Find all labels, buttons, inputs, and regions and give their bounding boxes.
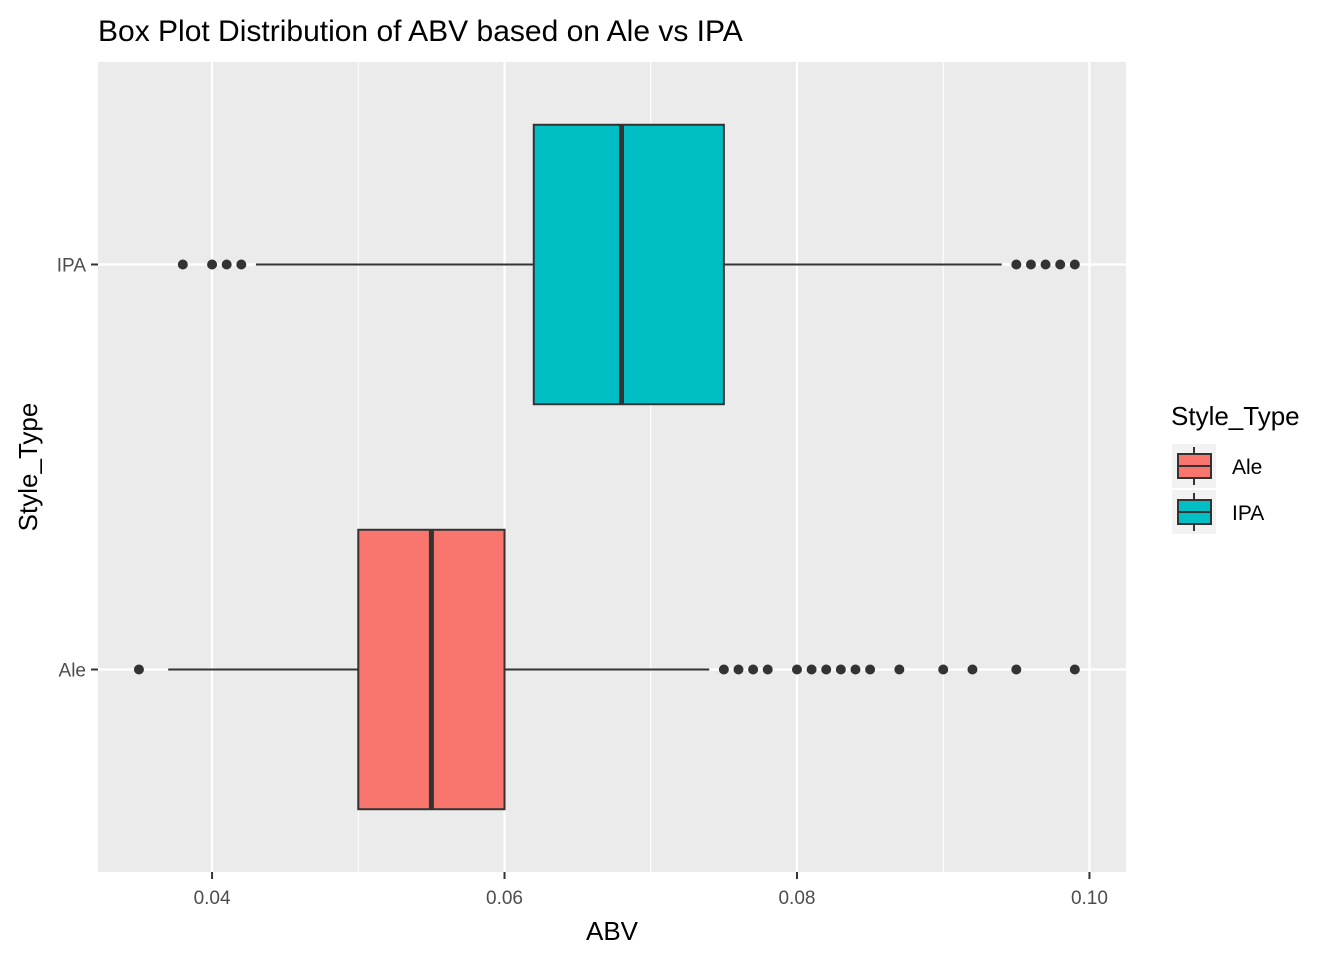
x-tick-label: 0.04 <box>194 888 231 909</box>
x-tick-label: 0.10 <box>1071 888 1108 909</box>
legend-key-ipa <box>1172 490 1216 534</box>
outlier-point <box>821 664 832 675</box>
outlier-point <box>207 259 218 270</box>
x-tick-label: 0.06 <box>486 888 523 909</box>
boxes <box>133 123 1080 811</box>
outlier-point <box>221 259 232 270</box>
outlier-point <box>806 664 817 675</box>
box-ale <box>133 528 1080 811</box>
outlier-point <box>133 664 144 675</box>
y-tick-label: Ale <box>59 661 86 682</box>
chart-title: Box Plot Distribution of ABV based on Al… <box>98 15 743 48</box>
outlier-point <box>1055 259 1066 270</box>
outlier-point <box>791 664 802 675</box>
legend-label: Ale <box>1232 456 1262 479</box>
y-tick-label: IPA <box>57 256 87 277</box>
outlier-point <box>1040 259 1051 270</box>
legend: Style_Type Ale IPA <box>1171 401 1300 534</box>
outlier-point <box>835 664 846 675</box>
outlier-point <box>748 664 759 675</box>
outlier-point <box>733 664 744 675</box>
outlier-point <box>894 664 905 675</box>
outlier-point <box>1025 259 1036 270</box>
legend-key-ale <box>1172 444 1216 488</box>
outlier-point <box>718 664 729 675</box>
x-axis-ticks: 0.04 0.06 0.08 0.10 <box>194 872 1108 909</box>
iqr-box <box>532 123 725 406</box>
x-tick-label: 0.08 <box>778 888 815 909</box>
outlier-point <box>850 664 861 675</box>
outlier-point <box>865 664 876 675</box>
outlier-point <box>1011 259 1022 270</box>
x-axis-title: ABV <box>586 916 639 946</box>
y-axis-title: Style_Type <box>13 403 43 532</box>
outlier-point <box>1011 664 1022 675</box>
box-ipa <box>177 123 1080 406</box>
outlier-point <box>762 664 773 675</box>
outlier-point <box>938 664 949 675</box>
legend-title: Style_Type <box>1171 401 1300 431</box>
outlier-point <box>236 259 247 270</box>
outlier-point <box>1069 664 1080 675</box>
outlier-point <box>967 664 978 675</box>
outlier-point <box>1069 259 1080 270</box>
y-axis-ticks: Ale IPA <box>57 256 98 682</box>
legend-label: IPA <box>1232 502 1264 525</box>
outlier-point <box>177 259 188 270</box>
